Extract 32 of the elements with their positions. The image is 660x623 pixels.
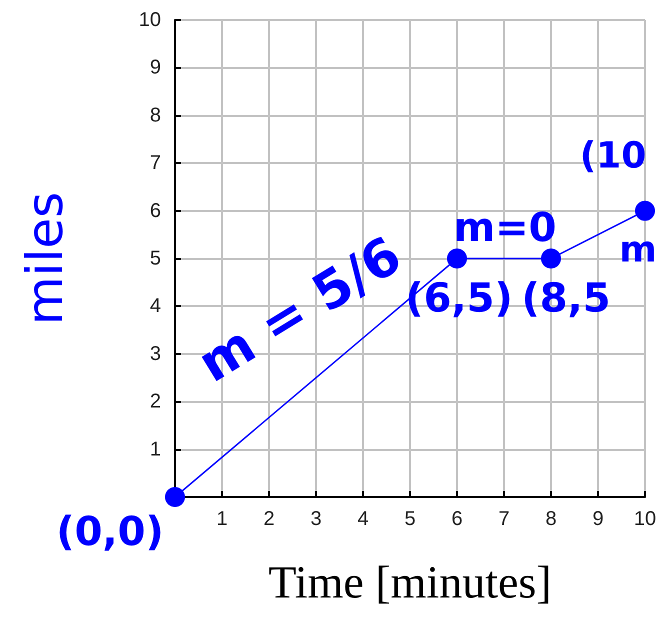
x-tick-label: 10: [634, 508, 656, 530]
annotation: m=0: [453, 205, 557, 251]
x-axis-title: Time [minutes]: [268, 556, 552, 608]
annotation: (8,5: [521, 276, 611, 322]
annotation: (10: [580, 135, 646, 176]
x-tick-label: 9: [592, 508, 604, 530]
y-tick-label: 10: [138, 9, 161, 31]
annotation: m: [619, 230, 657, 270]
y-tick-label: 2: [150, 390, 161, 413]
point: [165, 487, 185, 507]
annotation: (0,0): [56, 509, 164, 555]
y-tick-label: 9: [150, 56, 161, 79]
point: [541, 248, 561, 268]
y-axis-title: miles: [16, 192, 74, 326]
x-tick-label: 6: [451, 508, 463, 530]
x-tick-label: 8: [545, 508, 557, 530]
x-tick-label: 3: [310, 508, 322, 530]
y-tick-label: 8: [150, 104, 161, 126]
x-tick-label: 7: [498, 508, 510, 530]
y-tick-label: 7: [150, 152, 161, 174]
y-tick-label: 3: [150, 342, 161, 365]
point: [635, 200, 655, 221]
x-tick-label: 1: [216, 508, 228, 530]
y-tick-label: 1: [150, 438, 161, 460]
y-tick-label: 5: [150, 248, 161, 270]
y-tick-label: 4: [150, 295, 161, 318]
x-tick-label: 2: [263, 508, 275, 530]
point: [447, 248, 467, 268]
x-tick-label: 5: [404, 508, 416, 530]
x-tick-label: 4: [357, 508, 369, 530]
y-tick-label: 6: [150, 200, 161, 222]
annotation: (6,5): [405, 276, 513, 322]
